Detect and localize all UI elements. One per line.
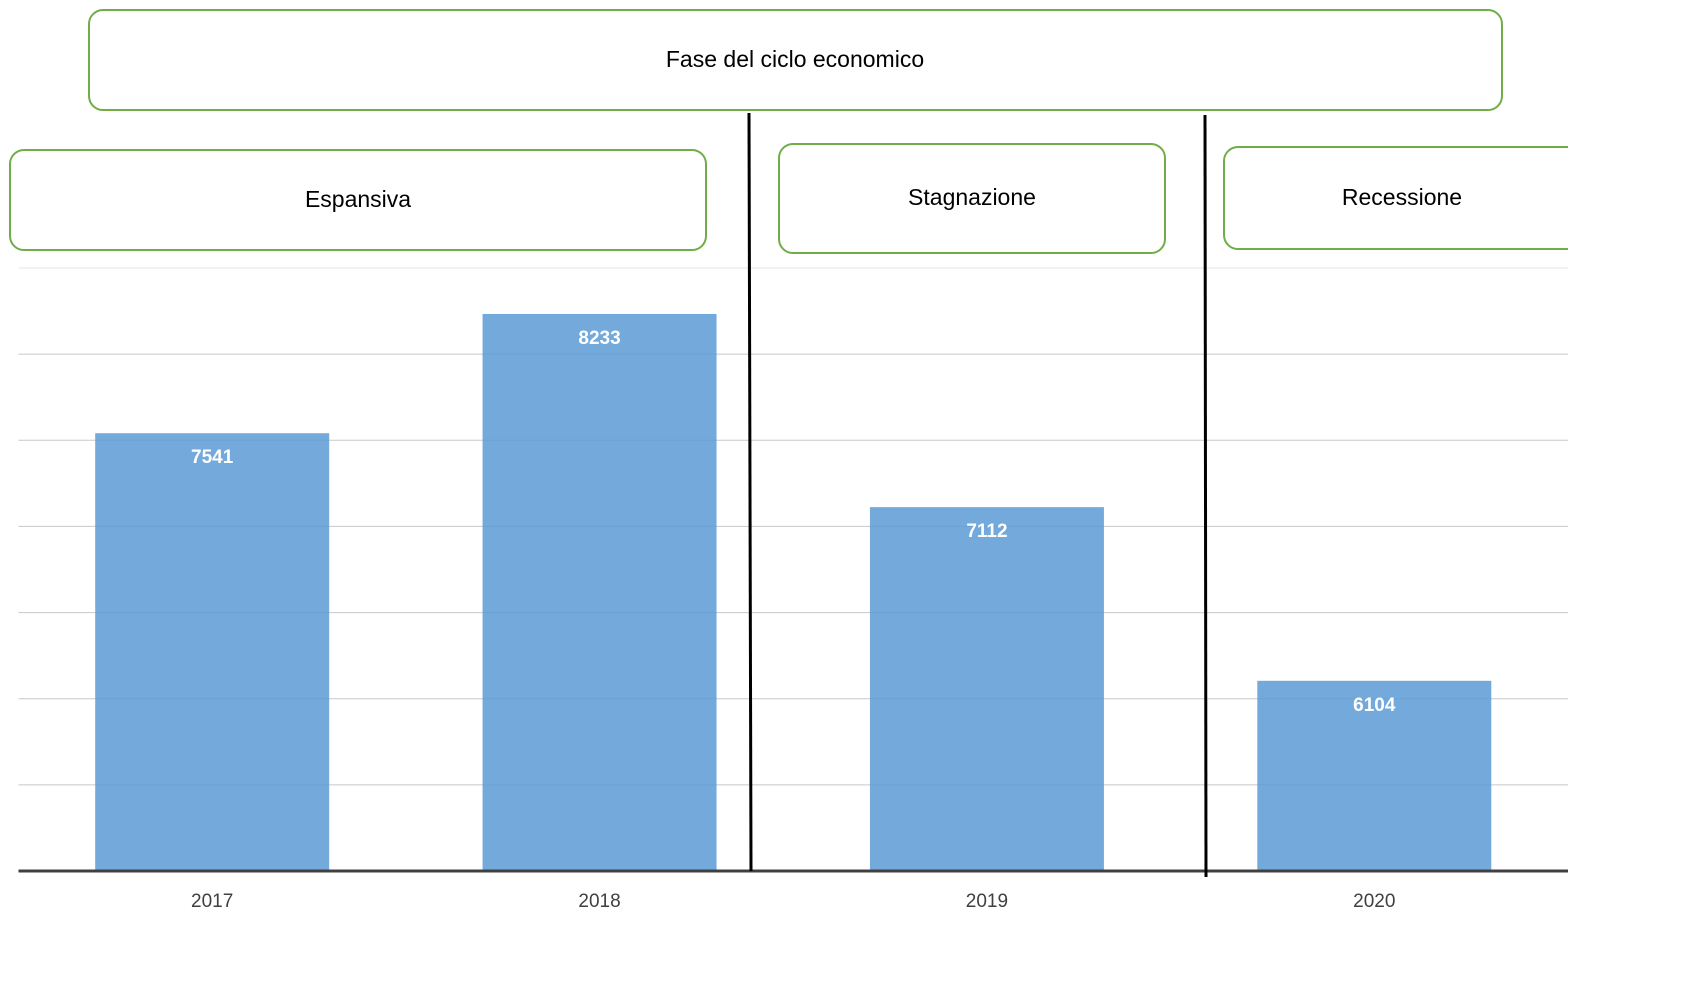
bar: [869, 507, 1104, 871]
x-tick-label: 2018: [578, 891, 620, 912]
phase-box: [778, 143, 1166, 254]
bar: [95, 433, 330, 871]
crop: [1568, 0, 1691, 985]
phase-box: [9, 149, 707, 251]
data-label: 7541: [191, 447, 234, 468]
plot: 2017 7541 2018 8233 2019 7112 2020 6104: [18, 267, 1568, 912]
phase-label: Espansiva: [305, 186, 411, 212]
bar: [482, 314, 717, 872]
data-label: 6104: [1353, 695, 1396, 716]
data-label: 7112: [966, 521, 1007, 542]
phase-label: Recessione: [1342, 184, 1462, 210]
data-label: 8233: [578, 328, 620, 349]
x-tick-label: 2019: [966, 891, 1008, 912]
phase-divider: [1203, 114, 1208, 878]
phase-divider: [747, 112, 753, 872]
chart-title: Fase del ciclo economico: [666, 46, 924, 72]
x-tick-label: 2017: [191, 891, 233, 912]
title-box: [88, 9, 1503, 111]
phase-label: Stagnazione: [908, 184, 1036, 210]
x-tick-label: 2020: [1353, 891, 1395, 912]
bar: [1257, 680, 1492, 871]
